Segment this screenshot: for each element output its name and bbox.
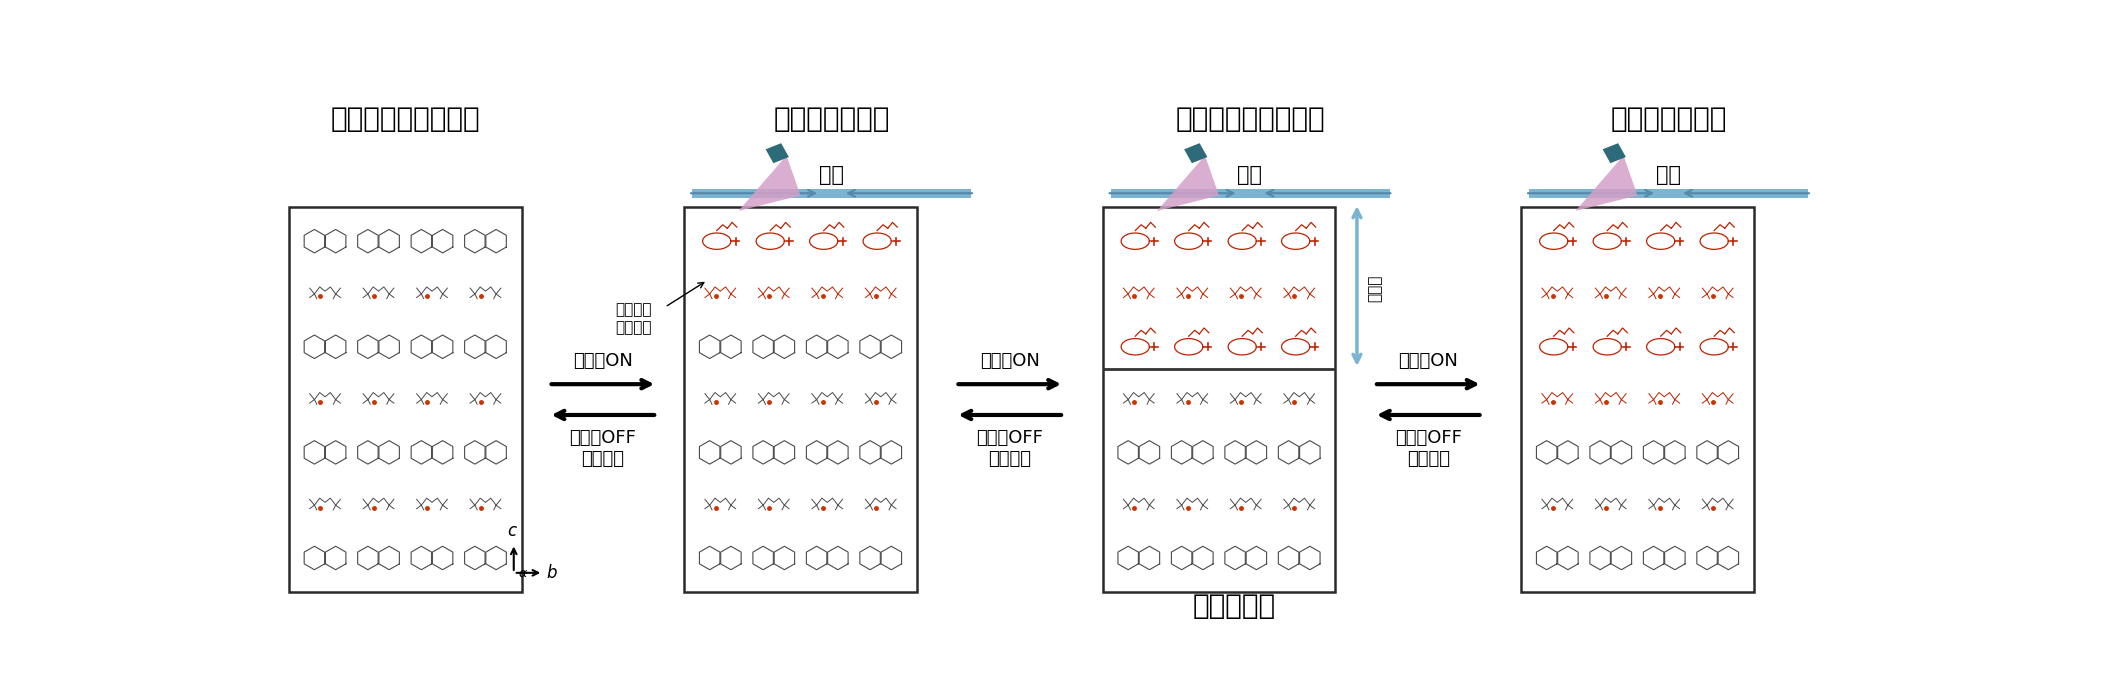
Polygon shape (1157, 155, 1218, 211)
Text: 紫外光OFF
（放置）: 紫外光OFF （放置） (976, 429, 1044, 468)
Polygon shape (1575, 155, 1637, 211)
FancyBboxPatch shape (1529, 189, 1807, 198)
Text: 光異性化
した分子: 光異性化 した分子 (617, 303, 653, 335)
Polygon shape (765, 143, 789, 163)
FancyBboxPatch shape (1103, 207, 1335, 592)
Text: 超弾性変形: 超弾性変形 (1193, 592, 1276, 620)
FancyBboxPatch shape (1110, 189, 1390, 198)
FancyBboxPatch shape (289, 207, 521, 592)
Text: 紫外光ON: 紫外光ON (1399, 352, 1458, 370)
Text: 応力: 応力 (1656, 165, 1682, 185)
Text: α: α (519, 567, 527, 579)
Polygon shape (1184, 143, 1208, 163)
Text: 応力: 応力 (1237, 165, 1263, 185)
FancyBboxPatch shape (685, 207, 916, 592)
FancyBboxPatch shape (1522, 207, 1754, 592)
Text: 紫外光OFF
（放置）: 紫外光OFF （放置） (1395, 429, 1463, 468)
Text: 相転移後の状態: 相転移後の状態 (1609, 106, 1726, 134)
Text: c: c (508, 522, 517, 540)
FancyBboxPatch shape (691, 189, 972, 198)
Text: b: b (546, 564, 557, 582)
Text: 紫外光OFF
（放置）: 紫外光OFF （放置） (570, 429, 636, 468)
Text: 応力: 応力 (819, 165, 844, 185)
Text: 紫外光ON: 紫外光ON (980, 352, 1040, 370)
Polygon shape (738, 155, 802, 211)
Text: 相転移進行中の状態: 相転移進行中の状態 (1176, 106, 1324, 134)
Polygon shape (1603, 143, 1626, 163)
Text: 紫外光ON: 紫外光ON (572, 352, 634, 370)
Text: 相転移前の状態: 相転移前の状態 (774, 106, 889, 134)
Text: 光を当てる前の状態: 光を当てる前の状態 (330, 106, 480, 134)
Text: ひずみ: ひずみ (1367, 274, 1382, 301)
